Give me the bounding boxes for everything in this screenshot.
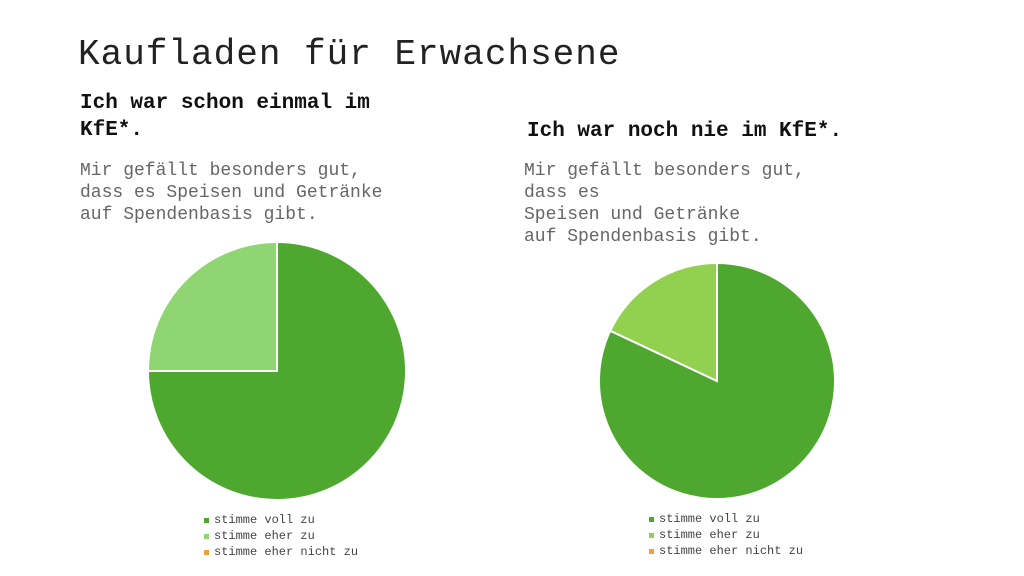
- legend-label: stimme eher zu: [214, 529, 315, 543]
- pie-chart-right: [598, 261, 836, 500]
- left-subtitle: Mir gefällt besonders gut, dass es Speis…: [80, 160, 382, 226]
- legend-item: stimme eher zu: [649, 527, 803, 543]
- right-subtitle-line-2: dass es: [524, 183, 600, 203]
- pie-slice-stimme-voll-zu: [146, 240, 407, 501]
- right-heading: Ich war noch nie im KfE*.: [527, 118, 842, 145]
- legend-label: stimme eher nicht zu: [214, 545, 359, 559]
- legend-right: stimme voll zu stimme eher zu stimme ehe…: [649, 511, 803, 559]
- legend-left: stimme voll zu stimme eher zu stimme ehe…: [204, 512, 358, 560]
- legend-label: stimme eher nicht zu: [659, 544, 804, 558]
- slide-title: Kaufladen für Erwachsene: [78, 34, 621, 75]
- legend-item: stimme voll zu: [649, 511, 803, 527]
- legend-item: stimme voll zu: [204, 512, 358, 528]
- pie-slice-stimme-voll-zu: [598, 261, 836, 500]
- right-subtitle-line-1: Mir gefällt besonders gut,: [524, 161, 805, 181]
- left-subtitle-line-1: Mir gefällt besonders gut,: [80, 161, 361, 181]
- legend-swatch: [649, 548, 654, 554]
- legend-swatch: [649, 516, 654, 522]
- right-subtitle-line-4: auf Spendenbasis gibt.: [524, 227, 762, 247]
- pie-slice-stimme-eher-zu: [146, 240, 278, 372]
- legend-item: stimme eher nicht zu: [204, 544, 358, 560]
- legend-swatch: [204, 533, 209, 539]
- legend-item: stimme eher zu: [204, 528, 358, 544]
- right-subtitle: Mir gefällt besonders gut, dass es Speis…: [524, 160, 805, 248]
- legend-label: stimme eher zu: [659, 528, 760, 542]
- left-heading: Ich war schon einmal im KfE*.: [80, 90, 370, 144]
- right-subtitle-line-3: Speisen und Getränke: [524, 205, 741, 225]
- pie-chart-left: [146, 240, 407, 501]
- legend-swatch: [649, 532, 654, 538]
- legend-swatch: [204, 517, 209, 523]
- legend-item: stimme eher nicht zu: [649, 543, 803, 559]
- left-heading-line-2: KfE*.: [80, 119, 144, 142]
- left-heading-line-1: Ich war schon einmal im: [80, 92, 370, 115]
- left-subtitle-line-3: auf Spendenbasis gibt.: [80, 205, 318, 225]
- legend-swatch: [204, 549, 209, 555]
- left-subtitle-line-2: dass es Speisen und Getränke: [80, 183, 383, 203]
- legend-label: stimme voll zu: [214, 513, 315, 527]
- right-heading-line-1: Ich war noch nie im KfE*.: [527, 120, 843, 143]
- pie-slice-stimme-eher-zu: [608, 261, 718, 383]
- legend-label: stimme voll zu: [659, 512, 760, 526]
